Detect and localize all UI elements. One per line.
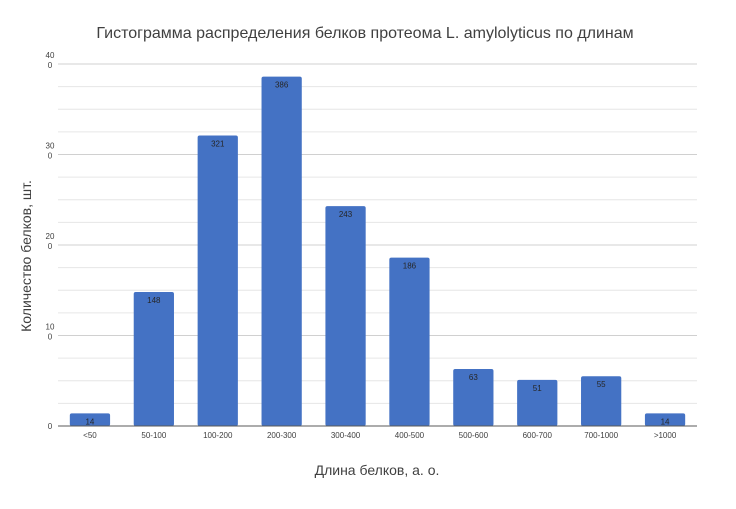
data-label: 14 xyxy=(85,417,94,426)
x-axis-title: Длина белков, а. о. xyxy=(315,462,440,478)
data-label: 63 xyxy=(469,373,478,382)
y-tick-label: 20 0 xyxy=(46,232,55,251)
bar xyxy=(389,257,430,426)
y-tick-label: 40 0 xyxy=(46,51,55,70)
x-tick-label: 700-1000 xyxy=(584,431,618,440)
x-tick-label: 200-300 xyxy=(267,431,297,440)
x-tick-label: 100-200 xyxy=(203,431,233,440)
bar xyxy=(197,135,238,426)
x-tick-label: 50-100 xyxy=(141,431,166,440)
grid-lines xyxy=(58,63,697,404)
x-axis-tick-labels: <50 50-100 100-200 200-300 300-400 400-500 500… xyxy=(83,431,677,440)
bar xyxy=(133,292,174,426)
x-tick-label: 500-600 xyxy=(459,431,489,440)
bar xyxy=(261,76,302,427)
bars xyxy=(69,76,686,427)
bar xyxy=(644,413,686,426)
bar xyxy=(581,376,622,426)
data-label: 51 xyxy=(533,384,542,393)
x-tick-label: 400-500 xyxy=(395,431,425,440)
chart-title: Гистограмма распределения белков протеом… xyxy=(96,25,633,42)
data-label: 148 xyxy=(147,296,161,305)
x-tick-label: >1000 xyxy=(654,431,677,440)
data-labels: 14 148 321 386 243 186 63 51 55 14 xyxy=(85,81,670,427)
data-label: 321 xyxy=(211,139,225,148)
data-label: 14 xyxy=(661,417,670,426)
data-label: 55 xyxy=(597,380,606,389)
data-label: 386 xyxy=(275,81,289,90)
x-tick-label: 600-700 xyxy=(523,431,553,440)
bar xyxy=(69,413,111,426)
x-tick-label: 300-400 xyxy=(331,431,361,440)
data-label: 243 xyxy=(339,210,353,219)
y-tick-label: 10 0 xyxy=(46,323,55,342)
bar xyxy=(517,379,558,426)
y-axis-tick-labels: 0 10 0 20 0 30 0 40 0 xyxy=(46,51,55,431)
bar xyxy=(453,368,494,426)
data-label: 186 xyxy=(403,262,417,271)
bar xyxy=(325,206,366,426)
y-axis-title: Количество белков, шт. xyxy=(18,180,34,332)
y-tick-label: 0 xyxy=(48,422,53,431)
y-tick-label: 30 0 xyxy=(46,142,55,161)
x-tick-label: <50 xyxy=(83,431,97,440)
